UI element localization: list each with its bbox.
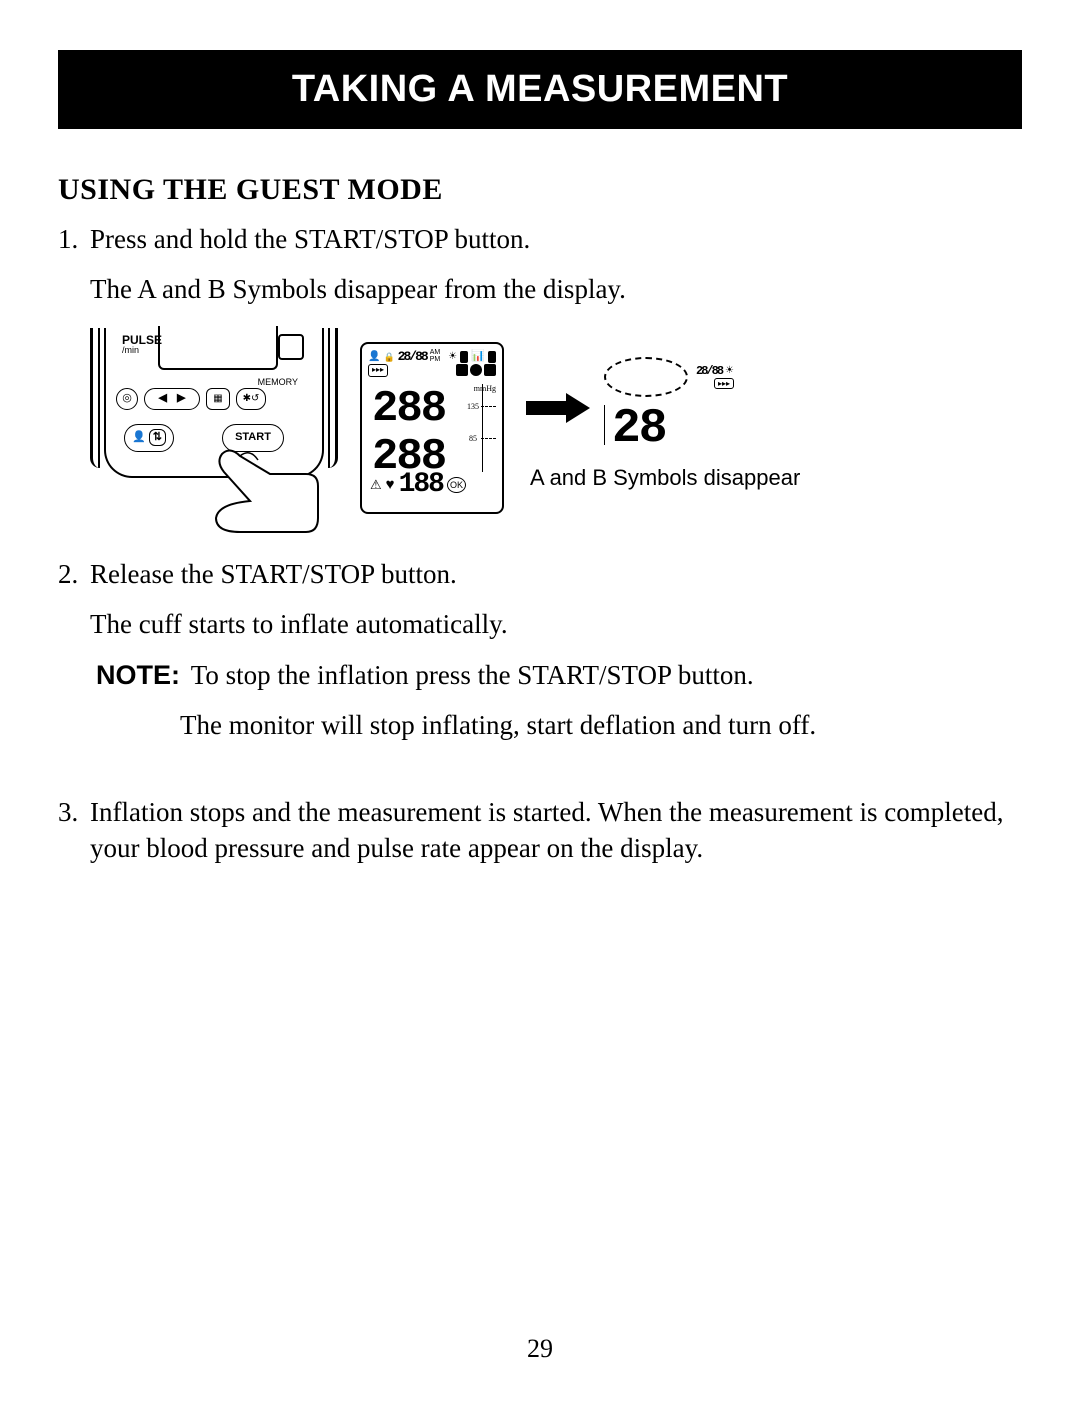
memory-label: MEMORY bbox=[258, 376, 298, 388]
settings-button-icon: ✱↺ bbox=[236, 388, 266, 410]
page-number: 29 bbox=[0, 1334, 1080, 1364]
lcd-screen-partial: 28/88 ☀ ▸▸▸ 28 bbox=[604, 363, 734, 453]
nav-buttons: ◀ ▶ bbox=[144, 388, 200, 410]
title-bar-text: TAKING A MEASUREMENT bbox=[292, 68, 788, 110]
left-arrow-icon: ◀ bbox=[159, 391, 167, 406]
status-icon bbox=[460, 351, 468, 363]
ok-icon: OK bbox=[447, 477, 466, 493]
partial-reading: 28 bbox=[612, 397, 666, 462]
pulse-sub: /min bbox=[122, 346, 162, 355]
motion-icon: ⚠ bbox=[370, 476, 382, 494]
dashed-highlight bbox=[604, 357, 688, 397]
figure-row: PULSE /min MEMORY ◎ ◀ ▶ ▦ bbox=[90, 328, 1022, 528]
device-illustration: PULSE /min MEMORY ◎ ◀ ▶ ▦ bbox=[90, 328, 338, 528]
user-a-icon: 👤 bbox=[368, 350, 380, 364]
memory-button-icon: ▦ bbox=[206, 388, 230, 410]
user-toggle-button: 👤 ⇅ bbox=[124, 424, 174, 452]
step-2: Release the START/STOP button. The cuff … bbox=[58, 556, 1022, 744]
step-1-sub: The A and B Symbols disappear from the d… bbox=[90, 271, 1022, 307]
step-3: Inflation stops and the measurement is s… bbox=[58, 794, 1022, 867]
heart-icon: ♥ bbox=[386, 475, 395, 495]
sun-icon: ☀ bbox=[448, 350, 457, 364]
step-2-note: NOTE: To stop the inflation press the ST… bbox=[90, 657, 1022, 744]
lcd-screen-full: 👤 🔒 28/88 AM PM ☀ 📊 ▸▸▸ 288 288 bbox=[360, 342, 504, 514]
sun-icon: ☀ bbox=[725, 364, 734, 378]
note-label: NOTE: bbox=[96, 660, 180, 690]
step-1: Press and hold the START/STOP button. Th… bbox=[58, 221, 1022, 528]
chart-icon: 📊 bbox=[471, 349, 485, 364]
finger-icon bbox=[210, 446, 320, 536]
section-heading: USING THE GUEST MODE bbox=[58, 173, 1022, 207]
step-2-lead: Release the START/STOP button. bbox=[90, 559, 457, 589]
result-column: 28/88 ☀ ▸▸▸ 28 A and B Symbols disappear bbox=[526, 363, 800, 493]
step-3-lead: Inflation stops and the measurement is s… bbox=[90, 797, 1004, 863]
figure-caption: A and B Symbols disappear bbox=[530, 463, 800, 493]
clock-button-icon: ◎ bbox=[116, 388, 138, 410]
arrow-right-icon bbox=[526, 393, 590, 423]
step-2-sub: The cuff starts to inflate automatically… bbox=[90, 606, 1022, 642]
pulse-reading: 188 bbox=[399, 466, 443, 504]
manual-page: TAKING A MEASUREMENT USING THE GUEST MOD… bbox=[0, 0, 1080, 1404]
status-icon-2 bbox=[488, 351, 496, 363]
user-b-icon: 🔒 bbox=[383, 351, 394, 363]
title-bar: TAKING A MEASUREMENT bbox=[58, 50, 1022, 129]
user-a-icon: 👤 bbox=[132, 430, 146, 445]
steps-list: Press and hold the START/STOP button. Th… bbox=[58, 221, 1022, 867]
step-1-lead: Press and hold the START/STOP button. bbox=[90, 224, 530, 254]
right-arrow-icon: ▶ bbox=[177, 391, 185, 406]
